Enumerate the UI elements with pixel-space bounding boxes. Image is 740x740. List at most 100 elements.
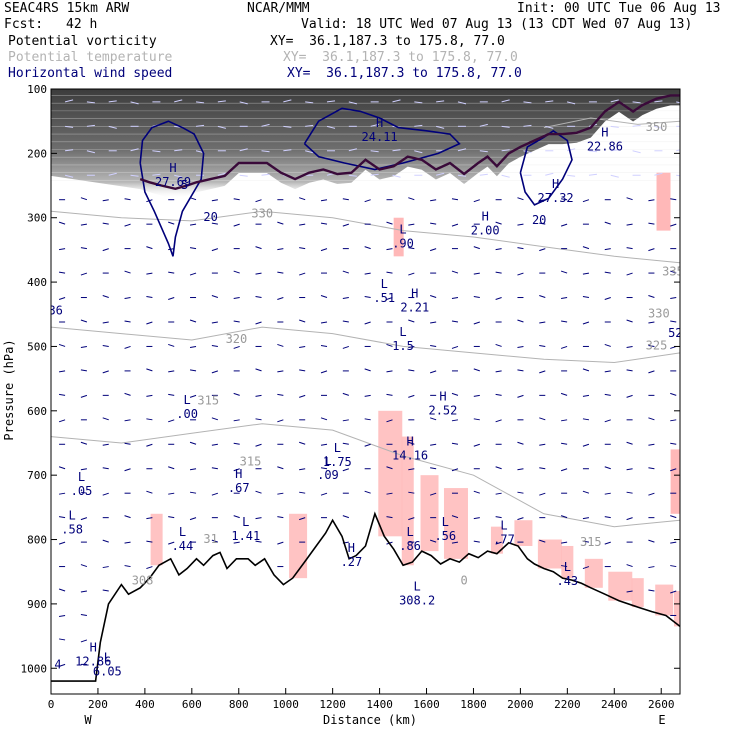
convective-fill (656, 172, 671, 231)
extremum-type: H (601, 126, 608, 140)
wind-vector (189, 272, 197, 276)
wind-vector (414, 101, 423, 104)
wind-vector (626, 441, 633, 445)
wind-vector (517, 223, 524, 226)
wind-vector (320, 370, 328, 374)
y-tick-label: 200 (27, 147, 47, 160)
extremum-value: 1.75 (323, 455, 352, 469)
wind-vector (604, 516, 611, 519)
wind-vector (604, 221, 611, 225)
wind-vector (305, 101, 314, 104)
wind-vector (58, 663, 66, 667)
wind-vector (364, 368, 371, 372)
wind-vector (211, 370, 219, 374)
wind-vector (189, 394, 197, 398)
extremum-type: L (179, 525, 186, 539)
wind-vector (539, 467, 546, 470)
wind-vector (370, 150, 379, 153)
wind-vector (217, 125, 226, 129)
wind-vector (233, 297, 240, 300)
wind-vector (604, 419, 611, 423)
x-end-label-west: W (84, 713, 92, 727)
wind-vector (80, 564, 88, 568)
wind-vector (364, 321, 371, 325)
x-end-label-east: E (658, 713, 665, 727)
wind-vector (676, 101, 680, 104)
wind-vector (124, 515, 131, 519)
wind-vector (86, 101, 95, 104)
wind-vector (195, 124, 205, 127)
wind-vector (588, 150, 597, 153)
wind-vector (152, 173, 161, 176)
wind-vector (523, 124, 532, 127)
wind-vector (610, 149, 619, 152)
wind-vector (451, 419, 459, 422)
theta-contour (51, 326, 680, 364)
wind-vector (626, 369, 633, 372)
wind-vector (517, 468, 524, 471)
wind-vector (255, 199, 262, 203)
wind-vector (670, 392, 677, 396)
wind-vector (211, 248, 219, 252)
wind-vector (648, 443, 655, 446)
wind-vector (80, 639, 88, 643)
convective-fill (150, 513, 163, 566)
field-name-pv: Potential vorticity (8, 34, 157, 49)
wind-vector (58, 271, 66, 274)
wind-vector (326, 100, 336, 103)
wind-vector (451, 270, 459, 274)
wind-vector (670, 320, 677, 323)
wind-vector (239, 101, 248, 105)
wind-vector (501, 99, 510, 103)
wind-vector (517, 369, 524, 372)
convective-fill (584, 558, 603, 588)
wind-vector (255, 443, 262, 447)
convective-fill (561, 545, 574, 579)
convective-fill (514, 520, 533, 546)
x-tick-label: 1000 (272, 698, 299, 711)
wind-vector (255, 394, 262, 397)
header-fcst-label: Fcst: (4, 17, 44, 32)
wind-vector (342, 320, 349, 323)
wind-vector (386, 370, 393, 373)
wind-vector (386, 393, 393, 396)
wind-vector (233, 419, 240, 422)
convective-fill (393, 217, 404, 257)
convective-fill (608, 571, 633, 601)
header-model: SEAC4RS 15km ARW (4, 1, 130, 16)
wind-vector (277, 466, 284, 470)
wind-vector (429, 417, 437, 421)
contour-label: 350 (646, 120, 668, 134)
wind-vector (560, 345, 568, 349)
wind-vector (146, 368, 153, 372)
wind-vector (80, 441, 88, 445)
wind-vector (364, 246, 371, 250)
wind-vector (342, 297, 349, 300)
extremum-value: .86 (399, 539, 421, 553)
wind-vector (386, 419, 393, 423)
wind-vector (174, 174, 183, 178)
wind-vector (168, 466, 175, 470)
wind-vector (408, 517, 415, 521)
wind-vector (523, 150, 532, 154)
wind-vector (58, 614, 66, 617)
wind-vector (364, 443, 371, 447)
wind-vector (217, 100, 226, 103)
wind-vector (174, 149, 183, 152)
wind-vector (277, 343, 284, 347)
wind-vector (320, 248, 328, 252)
wind-vector (233, 442, 240, 445)
wind-vector (80, 613, 87, 616)
wind-vector (211, 539, 219, 543)
wind-vector (626, 223, 633, 226)
wind-vector (670, 515, 677, 519)
wind-vector (561, 198, 568, 201)
wind-vector (545, 125, 554, 129)
header-valid: Valid: 18 UTC Wed 07 Aug 13 (13 CDT Wed … (301, 17, 693, 32)
theta-contour (51, 210, 680, 264)
wind-vector (124, 320, 131, 323)
wind-vector (517, 197, 524, 201)
wind-vector (211, 321, 218, 324)
wind-vector (582, 321, 590, 325)
pv-shading (51, 89, 680, 199)
